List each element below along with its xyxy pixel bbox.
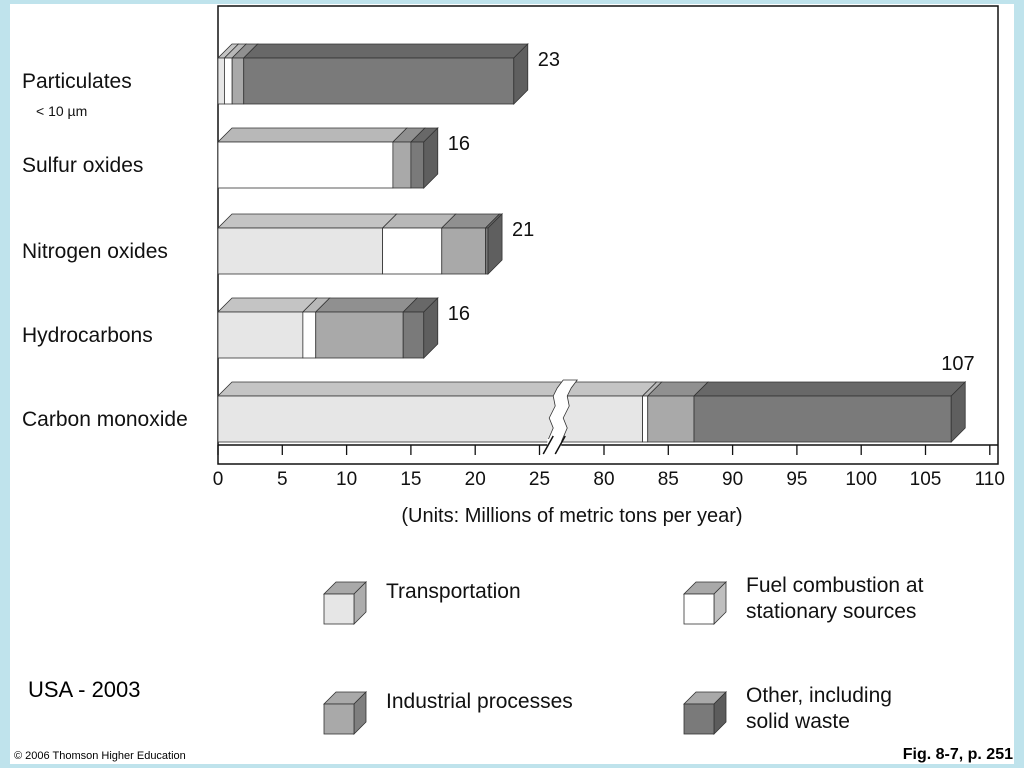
legend-label-3: Industrial processes [386, 690, 573, 713]
bar-nitrogen-oxides-1-face [217, 227, 384, 275]
x-axis-break-mark [542, 435, 566, 455]
bar-nitrogen-oxides-1-top [217, 213, 398, 229]
total-label-1: 23 [538, 49, 560, 71]
legend-label-4-line-2: solid waste [746, 710, 850, 733]
emissions-chart: 23 Particulates < 10 µm 16 Sulfur oxides 21 Ni… [14, 5, 1013, 763]
bar-carbon-monoxide-4-face [693, 395, 952, 443]
category-label-4: Hydrocarbons [22, 324, 153, 347]
x-axis-title: (Units: Millions of metric tons per year… [401, 505, 742, 527]
x-axis: 0 5 10 15 20 25 80 85 90 95 100 105 110 (Units: Milli… [213, 435, 1005, 527]
legend-label-4-line-1: Other, including [746, 684, 892, 707]
bar-carbon-monoxide-1 [217, 381, 658, 443]
x-tick-label-9: 90 [722, 469, 743, 490]
bar-nitrogen-oxides-3-face [441, 227, 486, 275]
bars-layer [217, 5, 999, 465]
category-sublabel-1: < 10 µm [36, 103, 87, 119]
x-tick-label-6: 25 [529, 469, 550, 490]
bar-carbon-monoxide-1-top [217, 381, 658, 397]
bar-side-3 [487, 213, 503, 275]
bar-side-1 [513, 43, 529, 105]
legend-label-1: Transportation [386, 580, 521, 603]
bar-hydrocarbons-2-face [302, 311, 317, 359]
labels-layer: 23 Particulates < 10 µm 16 Sulfur oxides 21 Ni… [22, 49, 975, 431]
bar-hydrocarbons-4-face [402, 311, 425, 359]
bar-hydrocarbons-3-face [315, 311, 404, 359]
legend-swatch-4 [683, 703, 715, 735]
bar-sulfur-oxides-2 [217, 127, 408, 189]
category-label-5: Carbon monoxide [22, 408, 188, 431]
category-label-1: Particulates [22, 70, 132, 93]
bar-carbon-monoxide-2-face [642, 395, 649, 443]
legend-swatch-2 [683, 593, 715, 625]
bar-side-5 [950, 381, 966, 443]
bar-particulates-3-face [231, 57, 245, 105]
bar-sulfur-oxides-2-face [217, 141, 394, 189]
x-tick-label-12: 105 [910, 469, 942, 490]
x-tick-label-8: 85 [658, 469, 679, 490]
x-tick-label-11: 100 [845, 469, 877, 490]
bar-hydrocarbons-1-top [217, 297, 318, 313]
legend-swatch-3 [323, 703, 355, 735]
bar-carbon-monoxide-4 [693, 381, 967, 443]
bar-hydrocarbons-1-face [217, 311, 304, 359]
legend-item-2: Fuel combustion at stationary sources [683, 574, 924, 625]
x-tick-label-1: 0 [213, 469, 224, 490]
category-label-2: Sulfur oxides [22, 154, 143, 177]
category-label-3: Nitrogen oxides [22, 240, 168, 263]
bar-particulates-4-top [242, 43, 529, 59]
x-axis-break-gap [547, 439, 562, 451]
x-tick-label-10: 95 [786, 469, 807, 490]
legend-label-2-line-2: stationary sources [746, 600, 916, 623]
legend-item-3: Industrial processes [323, 690, 573, 735]
bar-break-gap [546, 379, 579, 443]
region-note: USA - 2003 [28, 677, 141, 702]
figure-reference: Fig. 8-7, p. 251 [903, 746, 1013, 763]
bar-nitrogen-oxides-2-face [382, 227, 443, 275]
x-tick-label-4: 15 [400, 469, 421, 490]
bar-particulates-4 [242, 43, 529, 105]
bar-carbon-monoxide-3-face [647, 395, 695, 443]
bar-particulates-4-face [243, 57, 515, 105]
bar-carbon-monoxide-3 [646, 381, 709, 443]
bar-carbon-monoxide-1-face [217, 395, 643, 443]
bar-side-4 [423, 297, 439, 359]
bar-sulfur-oxides-4-face [410, 141, 425, 189]
legend-label-2-line-1: Fuel combustion at [746, 574, 924, 597]
x-tick-label-5: 20 [465, 469, 486, 490]
bar-particulates-2-face [224, 57, 233, 105]
bar-nitrogen-oxides-2 [381, 213, 457, 275]
bar-hydrocarbons-4 [402, 297, 439, 359]
legend-item-4: Other, including solid waste [683, 684, 892, 735]
bar-carbon-monoxide-4-top [693, 381, 967, 397]
slide: 23 Particulates < 10 µm 16 Sulfur oxides 21 Ni… [10, 4, 1014, 764]
total-label-4: 16 [448, 303, 470, 325]
bar-sulfur-oxides-2-top [217, 127, 408, 143]
copyright-note: © 2006 Thomson Higher Education [14, 750, 186, 762]
bar-hydrocarbons-3-top [314, 297, 419, 313]
legend: Transportation Fuel combustion at stationa… [323, 574, 924, 735]
notes: USA - 2003 © 2006 Thomson Higher Educati… [14, 677, 1013, 763]
x-tick-label-13: 110 [975, 469, 1005, 490]
x-tick-label-2: 5 [277, 469, 288, 490]
bar-hydrocarbons-3 [314, 297, 419, 359]
x-tick-label-7: 80 [593, 469, 614, 490]
bar-hydrocarbons-1 [217, 297, 318, 359]
bar-particulates-1-face [217, 57, 225, 105]
legend-item-1: Transportation [323, 580, 521, 625]
total-label-5: 107 [941, 353, 974, 375]
bar-side-2 [423, 127, 439, 189]
x-tick-label-3: 10 [336, 469, 357, 490]
bar-nitrogen-oxides-1 [217, 213, 398, 275]
total-label-3: 21 [512, 219, 534, 241]
total-label-2: 16 [448, 133, 470, 155]
legend-swatch-1 [323, 593, 355, 625]
bar-sulfur-oxides-3-face [392, 141, 412, 189]
